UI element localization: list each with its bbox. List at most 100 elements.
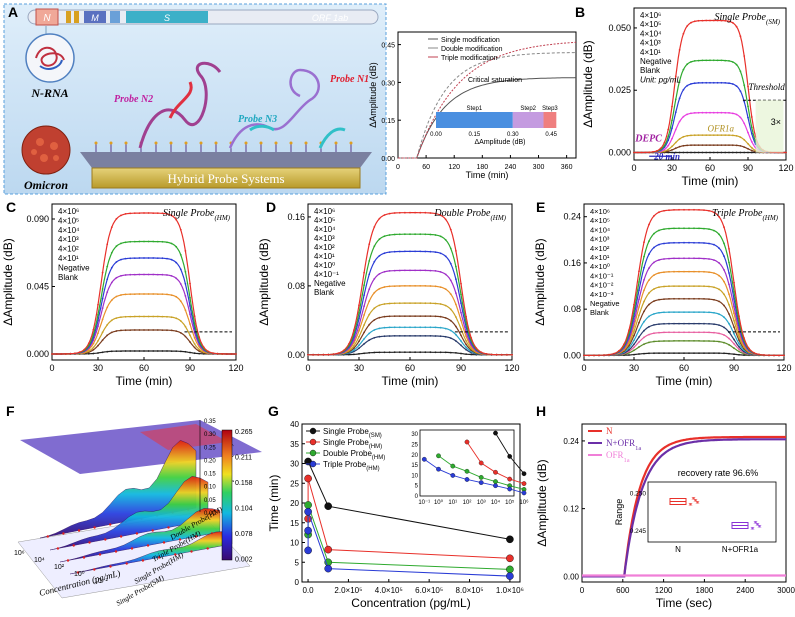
data-point [434,234,437,236]
data-point [638,270,640,273]
bar-axis-label: ΔAmplitude (dB) [475,139,526,146]
data-point [404,233,406,236]
legend-entry: Blank [314,288,335,297]
data-point [97,332,99,334]
data-point [643,320,645,323]
bar-tick-label: 0.45 [545,132,557,138]
data-point [673,352,675,354]
data-point [511,353,513,356]
data-point [409,335,411,337]
data-point [733,347,735,350]
data-point [383,270,386,273]
x-tick-label: 0 [580,586,585,595]
legend-entry: Negative [590,299,620,308]
data-point [663,144,666,147]
panel-a: A N M S ORF 1ab N-RNA Omicron Hybrid Pro… [3,3,580,195]
data-point [733,332,735,335]
data-point [671,137,673,140]
legend-entry: Negative [58,263,90,272]
data-point [723,242,725,245]
inset-y-label: Range [614,499,624,526]
data-point [404,211,406,214]
data-point [663,285,665,288]
legend-swatch-dot [309,438,317,446]
data-point [653,215,655,217]
legend-entry: 4×10⁶ [640,11,661,20]
legend-entry: 4×10⁰ [314,261,335,270]
x-tick-label: 90 [456,363,466,373]
series-line [307,478,510,559]
y-tick-label: 0.45 [381,43,395,50]
data-point [444,317,447,319]
data-point [124,293,127,296]
annotation-critical-saturation: Critical saturation [468,77,522,84]
probe-head [274,141,278,145]
data-point [712,19,715,22]
data-point [76,571,80,574]
legend-entry: 4×10¹ [58,254,79,263]
data-point [170,329,173,332]
data-point [101,339,104,341]
data-point [129,329,132,331]
inset-y-tick-label: 25 [411,442,418,448]
x-tick-label: 60 [405,363,415,373]
data-point [398,326,401,329]
gene-segment-m: M [91,13,99,23]
legend-entry: Single Probe(HM) [323,438,382,450]
data-point [179,350,182,353]
data-point [141,559,145,562]
data-point [398,211,401,214]
y-tick-label: 5 [295,558,300,567]
data-point [693,151,696,154]
data-point [728,248,730,250]
data-point [88,541,91,544]
chart-c: 0 30 60 90 120 0.000 0.045 0.090 Time (min) ΔAmpl… [1,203,244,388]
data-point [490,353,493,356]
data-point [506,353,508,356]
data-point [189,323,191,325]
data-point [175,330,178,332]
chart-title: Single Probe(SM) [714,12,780,26]
data-point [460,282,462,285]
data-point [66,559,70,562]
data-point [152,257,155,259]
y-axis-label: ΔAmplitude (dB) [257,238,271,325]
data-point [424,233,427,236]
inset-data-point [493,469,498,475]
data-point [698,270,700,273]
data-point [690,144,692,147]
inset-bg [388,28,580,192]
data-point [663,311,665,314]
data-point [193,343,196,345]
data-point [404,335,406,337]
y-tick-label: 0.00 [563,350,581,360]
legend-swatch-dot [309,460,317,468]
data-point [110,266,113,269]
series-line [307,504,510,570]
y-tick-label: 0.090 [26,214,49,224]
data-point [460,328,462,330]
data-point [688,241,690,244]
data-point [393,326,396,329]
data-point [686,25,689,27]
y-tick-label: 0.025 [608,85,631,95]
data-point [166,257,168,260]
data-point [718,288,720,291]
data-point [161,273,164,276]
data-point [147,240,150,243]
data-point [638,353,640,355]
data-point [115,218,118,220]
data-point [705,19,708,22]
data-point [125,562,128,565]
data-point [724,151,727,154]
x-tick-label: 90 [743,163,753,173]
data-point [106,291,109,294]
probe-n2-strand [138,61,222,149]
data-point [368,323,371,326]
data-point [353,349,355,351]
data-point [106,306,109,309]
data-point [683,257,685,260]
data-point [678,97,681,100]
legend-entry: 4×10¹ [314,252,335,261]
data-point [373,245,376,248]
